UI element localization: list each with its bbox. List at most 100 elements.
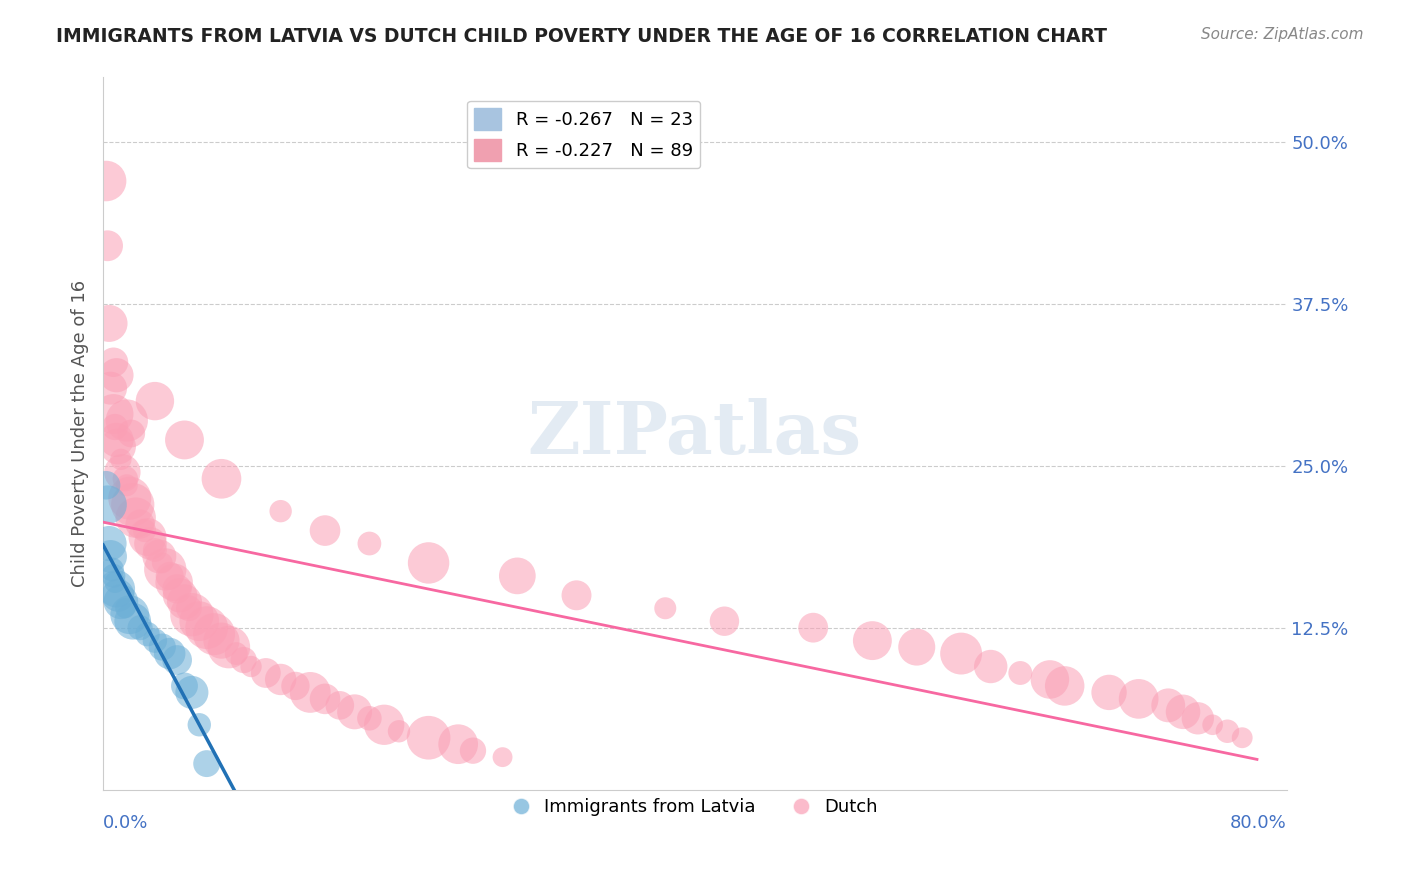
Point: [115, 478, 138, 492]
Point: [103, 355, 125, 369]
Point: [159, 647, 181, 661]
Point: [105, 433, 128, 447]
Point: [491, 750, 513, 764]
Point: [143, 633, 166, 648]
Point: [110, 452, 132, 467]
Point: [101, 562, 124, 576]
Point: [801, 621, 824, 635]
Point: [100, 549, 122, 564]
Point: [173, 433, 195, 447]
Point: [713, 614, 735, 628]
Point: [166, 582, 188, 596]
Point: [139, 536, 162, 550]
Point: [163, 575, 186, 590]
Point: [94, 478, 117, 492]
Point: [98, 317, 121, 331]
Point: [134, 524, 156, 538]
Point: [143, 394, 166, 409]
Point: [100, 381, 122, 395]
Y-axis label: Child Poverty Under the Age of 16: Child Poverty Under the Age of 16: [72, 280, 89, 587]
Point: [1216, 724, 1239, 739]
Point: [218, 640, 240, 654]
Point: [124, 510, 146, 524]
Point: [107, 588, 129, 602]
Point: [211, 633, 233, 648]
Point: [225, 647, 247, 661]
Point: [950, 647, 973, 661]
Point: [1053, 679, 1076, 693]
Text: 0.0%: 0.0%: [103, 814, 149, 832]
Point: [188, 718, 211, 732]
Point: [105, 582, 128, 596]
Point: [150, 640, 173, 654]
Point: [159, 569, 181, 583]
Point: [202, 627, 225, 641]
Point: [136, 627, 159, 641]
Point: [173, 679, 195, 693]
Point: [111, 466, 134, 480]
Point: [118, 607, 141, 622]
Text: ZIPatlas: ZIPatlas: [527, 398, 862, 469]
Point: [129, 517, 152, 532]
Point: [506, 569, 529, 583]
Point: [143, 543, 166, 558]
Point: [1098, 685, 1121, 699]
Point: [169, 588, 191, 602]
Point: [299, 685, 322, 699]
Legend: Immigrants from Latvia, Dutch: Immigrants from Latvia, Dutch: [505, 791, 886, 823]
Point: [232, 653, 254, 667]
Text: 80.0%: 80.0%: [1230, 814, 1286, 832]
Point: [1128, 692, 1150, 706]
Point: [1187, 711, 1209, 725]
Point: [418, 731, 440, 745]
Point: [166, 653, 188, 667]
Point: [270, 673, 292, 687]
Point: [1232, 731, 1254, 745]
Point: [1157, 698, 1180, 713]
Point: [103, 407, 125, 421]
Point: [654, 601, 676, 615]
Point: [461, 744, 484, 758]
Point: [97, 239, 120, 253]
Point: [107, 439, 129, 453]
Point: [359, 536, 381, 550]
Point: [447, 737, 470, 751]
Point: [121, 498, 143, 512]
Point: [195, 756, 218, 771]
Point: [1039, 673, 1062, 687]
Point: [905, 640, 928, 654]
Point: [105, 368, 128, 383]
Point: [388, 724, 411, 739]
Point: [118, 491, 141, 506]
Point: [211, 472, 233, 486]
Point: [177, 601, 200, 615]
Point: [150, 556, 173, 570]
Point: [195, 621, 218, 635]
Point: [98, 536, 121, 550]
Point: [343, 705, 366, 719]
Point: [115, 413, 138, 427]
Point: [121, 614, 143, 628]
Point: [180, 685, 202, 699]
Point: [120, 426, 142, 441]
Text: Source: ZipAtlas.com: Source: ZipAtlas.com: [1201, 27, 1364, 42]
Point: [373, 718, 395, 732]
Point: [284, 679, 307, 693]
Text: IMMIGRANTS FROM LATVIA VS DUTCH CHILD POVERTY UNDER THE AGE OF 16 CORRELATION CH: IMMIGRANTS FROM LATVIA VS DUTCH CHILD PO…: [56, 27, 1108, 45]
Point: [359, 711, 381, 725]
Point: [173, 595, 195, 609]
Point: [565, 588, 588, 602]
Point: [136, 530, 159, 544]
Point: [110, 595, 132, 609]
Point: [1171, 705, 1194, 719]
Point: [148, 549, 170, 564]
Point: [329, 698, 352, 713]
Point: [418, 556, 440, 570]
Point: [1201, 718, 1223, 732]
Point: [97, 498, 120, 512]
Point: [180, 607, 202, 622]
Point: [314, 524, 336, 538]
Point: [1010, 665, 1032, 680]
Point: [104, 420, 127, 434]
Point: [240, 659, 263, 673]
